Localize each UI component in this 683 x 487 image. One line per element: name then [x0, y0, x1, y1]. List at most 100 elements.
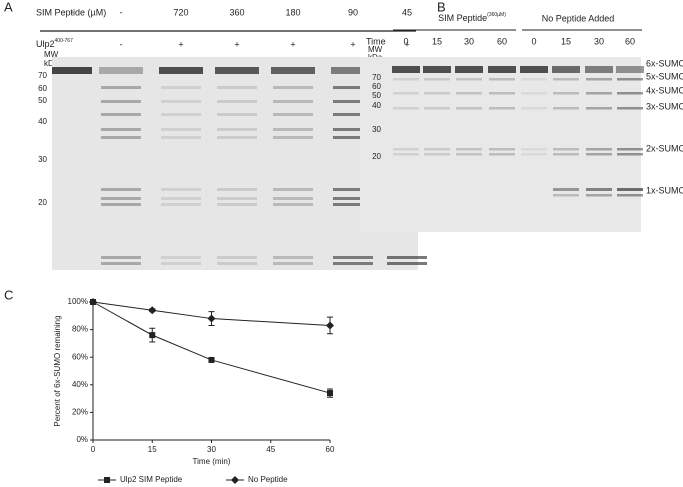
gel-band: [217, 256, 257, 259]
gel-band: [617, 153, 643, 156]
mw-marker: 20: [38, 198, 47, 207]
gel-band: [215, 67, 259, 74]
gel-band: [456, 92, 482, 95]
gel-band: [424, 78, 450, 81]
gel-band: [161, 136, 201, 139]
mw-marker: 50: [372, 91, 381, 100]
gel-band: [217, 188, 257, 191]
gel-band: [488, 66, 516, 73]
gel-band: [616, 66, 644, 73]
enzyme-name: Ulp2: [36, 39, 55, 49]
gel-band: [392, 66, 420, 73]
mw-marker: 30: [372, 125, 381, 134]
time-value: 60: [497, 36, 507, 46]
gel-band: [161, 100, 201, 103]
gel-band: [393, 78, 419, 81]
marker: [207, 314, 216, 323]
gel-band: [553, 153, 579, 156]
gel-band: [273, 256, 313, 259]
enzyme-superscript: 400-767: [55, 38, 74, 44]
species-label: 2x-SUMO: [646, 143, 683, 153]
group-name: SIM Peptide: [438, 13, 487, 23]
gel-band: [393, 107, 419, 110]
header-value: 45: [402, 7, 412, 17]
gel-band: [489, 107, 515, 110]
marker: [104, 477, 110, 483]
gel-band: [161, 262, 201, 265]
gel-band: [552, 66, 580, 73]
mw-marker: 50: [38, 96, 47, 105]
gel-band: [521, 148, 547, 151]
enzyme-value: +: [350, 39, 355, 49]
gel-band: [456, 107, 482, 110]
gel-band: [333, 197, 373, 200]
gel-band: [456, 153, 482, 156]
gel-band: [456, 78, 482, 81]
gel-band: [101, 203, 141, 206]
x-tick-label: 45: [266, 445, 275, 454]
x-tick-label: 30: [207, 445, 216, 454]
gel-band: [101, 100, 141, 103]
gel-band: [617, 92, 643, 95]
gel-band: [424, 148, 450, 151]
mw-marker: 70: [38, 71, 47, 80]
gel-band: [423, 66, 451, 73]
mw-marker: 20: [372, 152, 381, 161]
gel-band: [161, 113, 201, 116]
gel-band: [489, 92, 515, 95]
time-value: 30: [594, 36, 604, 46]
gel-band: [159, 67, 203, 74]
enzyme-value: +: [234, 39, 239, 49]
gel-band: [586, 78, 612, 81]
gel-band: [273, 197, 313, 200]
mw-marker: 40: [38, 117, 47, 126]
panel-label: B: [437, 0, 446, 14]
gel-band: [101, 86, 141, 89]
gel-band: [424, 92, 450, 95]
species-label: 4x-SUMO: [646, 85, 683, 95]
legend-label: Ulp2 SIM Peptide: [120, 475, 183, 484]
gel-band: [333, 100, 373, 103]
gel-band: [387, 262, 427, 265]
y-tick-label: 20%: [72, 408, 88, 417]
gel-band: [273, 113, 313, 116]
header-value: 360: [229, 7, 244, 17]
gel-band: [161, 197, 201, 200]
gel-band: [273, 100, 313, 103]
gel-band: [333, 188, 373, 191]
species-label: 1x-SUMO: [646, 185, 683, 195]
gel-band: [617, 107, 643, 110]
group-label: No Peptide Added: [542, 13, 615, 23]
gel-band: [217, 100, 257, 103]
time-value: 60: [625, 36, 635, 46]
gel-band: [553, 92, 579, 95]
gel-band: [333, 113, 373, 116]
series-line: [92, 301, 331, 326]
gel-band: [553, 107, 579, 110]
gel-band: [489, 78, 515, 81]
gel: [52, 57, 418, 270]
y-tick-label: 100%: [68, 297, 88, 306]
group-superscript: (360µM): [487, 12, 506, 18]
gel-band: [273, 136, 313, 139]
header-value: 180: [285, 7, 300, 17]
enzyme-value: -: [120, 39, 123, 49]
gel-band: [617, 148, 643, 151]
gel-band: [217, 262, 257, 265]
y-axis-label: Percent of 6x-SUMO remaining: [53, 315, 62, 426]
gel-band: [424, 107, 450, 110]
gel-band: [52, 67, 92, 74]
mw-label: MW: [368, 45, 383, 54]
gel-band: [333, 86, 373, 89]
gel-band: [586, 107, 612, 110]
gel-band: [99, 67, 143, 74]
panel-label: A: [4, 0, 13, 14]
header-value: -: [120, 7, 123, 17]
gel-band: [101, 197, 141, 200]
enzyme-label: Ulp2400-767: [36, 38, 73, 49]
marker: [231, 476, 239, 484]
gel-band: [553, 148, 579, 151]
header-value: 90: [348, 7, 358, 17]
group-label: SIM Peptide(360µM): [438, 12, 506, 23]
